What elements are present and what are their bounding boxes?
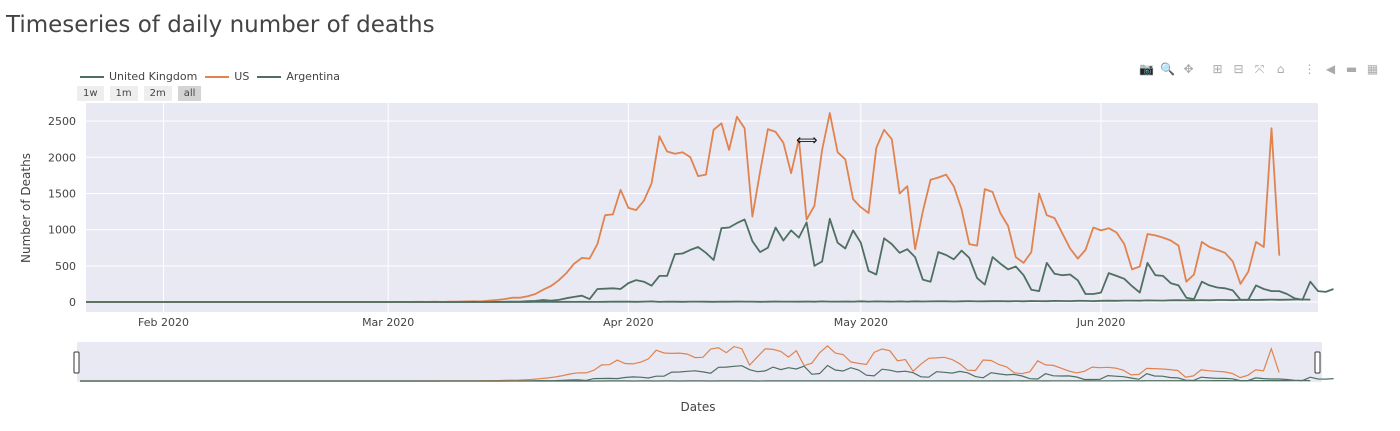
range-button-2m[interactable]: 2m	[143, 86, 172, 101]
rangeslider-background[interactable]	[77, 342, 1322, 382]
x-axis-label: Dates	[681, 400, 716, 414]
x-tick-label: May 2020	[834, 316, 888, 329]
autoscale-icon[interactable]: ⤧	[1254, 61, 1265, 76]
range-button-1w[interactable]: 1w	[77, 86, 104, 101]
resize-cursor-icon: ⟺	[796, 131, 818, 149]
series-lines	[86, 112, 1334, 303]
y-tick-label: 1500	[48, 187, 76, 200]
camera-icon[interactable]: 📷	[1139, 62, 1154, 76]
legend-swatch-argentina	[257, 75, 282, 78]
zoom-out-icon[interactable]: ⊟	[1233, 62, 1244, 76]
range-button-all[interactable]: all	[177, 86, 202, 101]
x-tick-label: Mar 2020	[362, 316, 414, 329]
modebar: 📷 🔍 ✥ ⊞ ⊟ ⤧ ⌂ ⋮ ◀ ▬ ▦	[1136, 60, 1383, 78]
reset-axes-icon[interactable]: ⌂	[1276, 62, 1285, 76]
rangeslider-line-argentina	[80, 379, 1311, 382]
x-tick-label: Jun 2020	[1076, 316, 1126, 329]
y-tick-label: 1000	[48, 224, 76, 237]
chart-title: Timeseries of daily number of deaths	[6, 12, 435, 38]
rangeslider-lines	[80, 345, 1334, 382]
legend-label-argentina: Argentina	[286, 70, 341, 83]
y-tick-labels: 0 500 1000 1500 2000 2500	[48, 115, 76, 309]
y-tick-label: 2500	[48, 115, 76, 128]
hover-closest-icon[interactable]: ◀	[1325, 62, 1336, 76]
rangeslider-left-handle[interactable]	[73, 351, 80, 374]
legend-label-united-kingdom: United Kingdom	[109, 70, 198, 83]
x-tick-label: Apr 2020	[603, 316, 654, 329]
legend-swatch-us	[205, 75, 230, 78]
x-tick-labels: Feb 2020 Mar 2020 Apr 2020 May 2020 Jun 2020	[138, 316, 1125, 329]
plot-background[interactable]	[86, 103, 1318, 312]
series-line-argentina[interactable]	[86, 298, 1311, 303]
toggle-spike-lines-icon[interactable]: ⋮	[1303, 62, 1316, 76]
y-axis-label: Number of Deaths	[19, 153, 33, 263]
hover-compare-icon[interactable]: ▬	[1345, 62, 1358, 76]
x-tick-label: Feb 2020	[138, 316, 189, 329]
y-tick-label: 500	[55, 260, 76, 273]
zoom-in-icon[interactable]: ⊞	[1212, 62, 1223, 76]
plotly-logo-icon[interactable]: ▦	[1366, 62, 1379, 76]
legend-item-us[interactable]: US	[205, 70, 249, 83]
rangeslider-right-handle[interactable]	[1314, 351, 1321, 374]
y-tick-label: 2000	[48, 151, 76, 164]
pan-icon[interactable]: ✥	[1183, 62, 1194, 76]
legend-item-united-kingdom[interactable]: United Kingdom	[80, 70, 197, 83]
range-button-1m[interactable]: 1m	[109, 86, 138, 101]
range-selector: 1w 1m 2m all	[77, 86, 202, 101]
legend-label-us: US	[234, 70, 250, 83]
legend-item-argentina[interactable]: Argentina	[257, 70, 340, 83]
legend: United Kingdom US Argentina	[80, 70, 340, 83]
legend-swatch-united-kingdom	[80, 75, 104, 78]
y-tick-label: 0	[69, 296, 76, 309]
zoom-icon[interactable]: 🔍	[1160, 62, 1175, 76]
